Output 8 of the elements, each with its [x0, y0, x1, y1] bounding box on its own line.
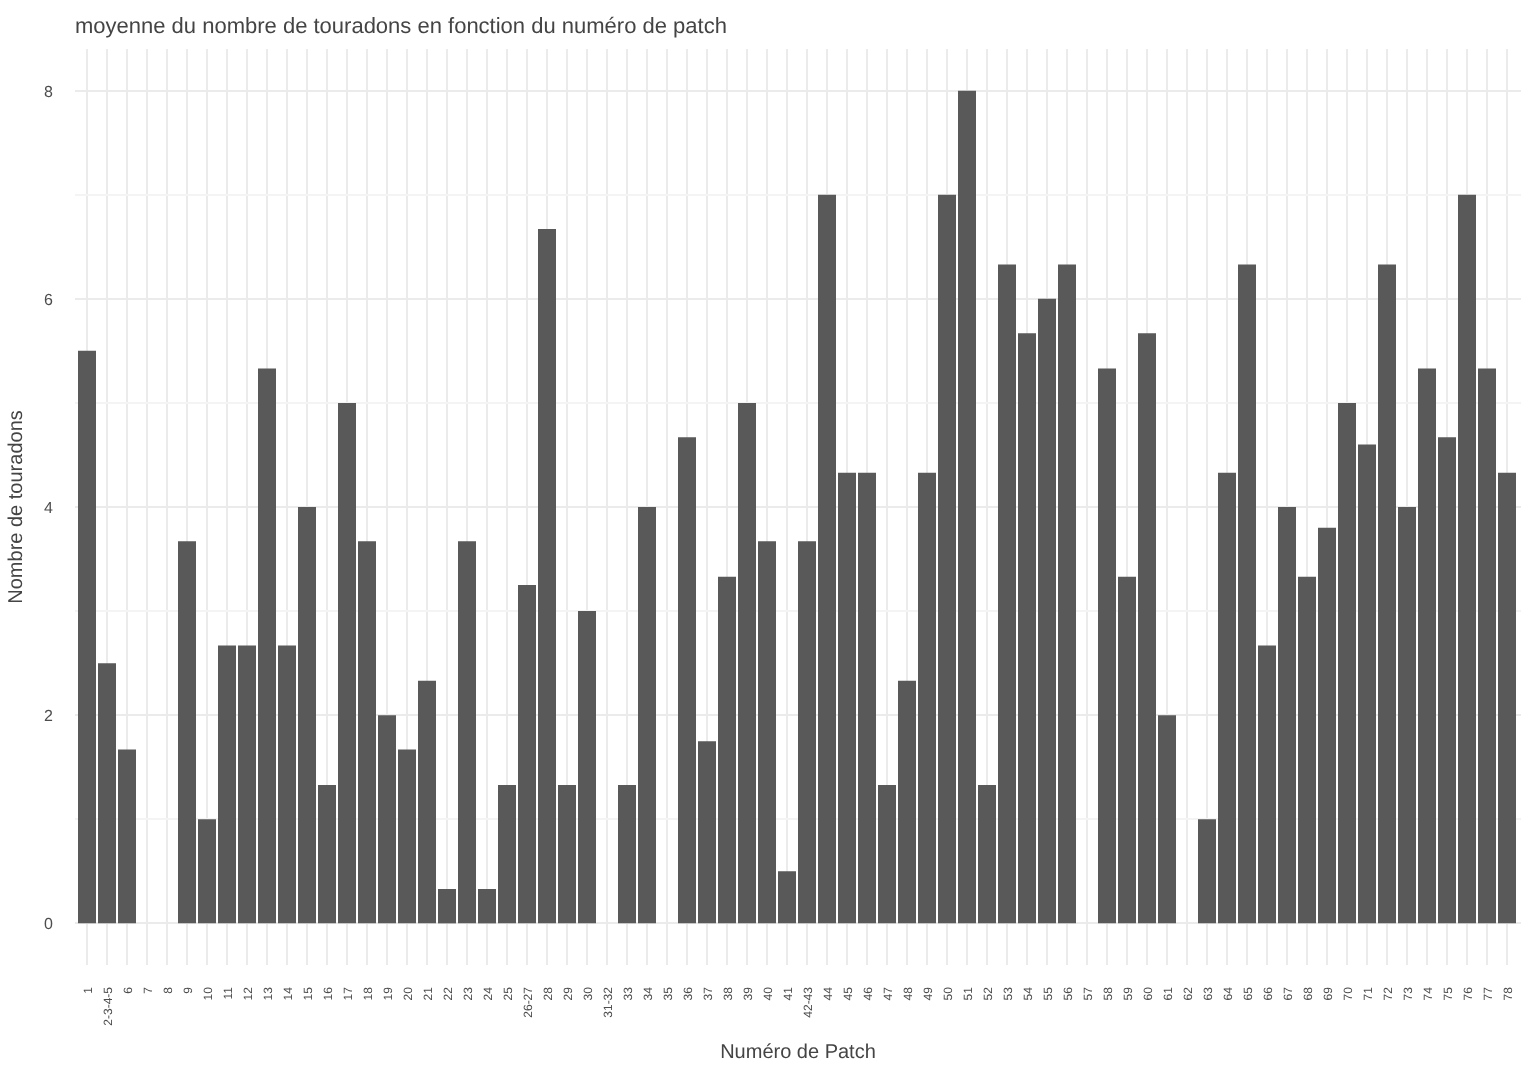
y-tick-label: 8 [44, 82, 55, 101]
y-tick-label: 2 [44, 707, 55, 726]
y-tick-label: 4 [44, 499, 55, 517]
y-axis-title: Nombre de touradons [6, 410, 29, 604]
x-axis-title: Numéro de Patch [720, 1041, 876, 1064]
y-tick-label: 6 [44, 290, 55, 309]
chart-title: moyenne du nombre de touradons en fonction du numéro de patch [75, 15, 727, 39]
y-tick-label: 0 [44, 915, 55, 934]
